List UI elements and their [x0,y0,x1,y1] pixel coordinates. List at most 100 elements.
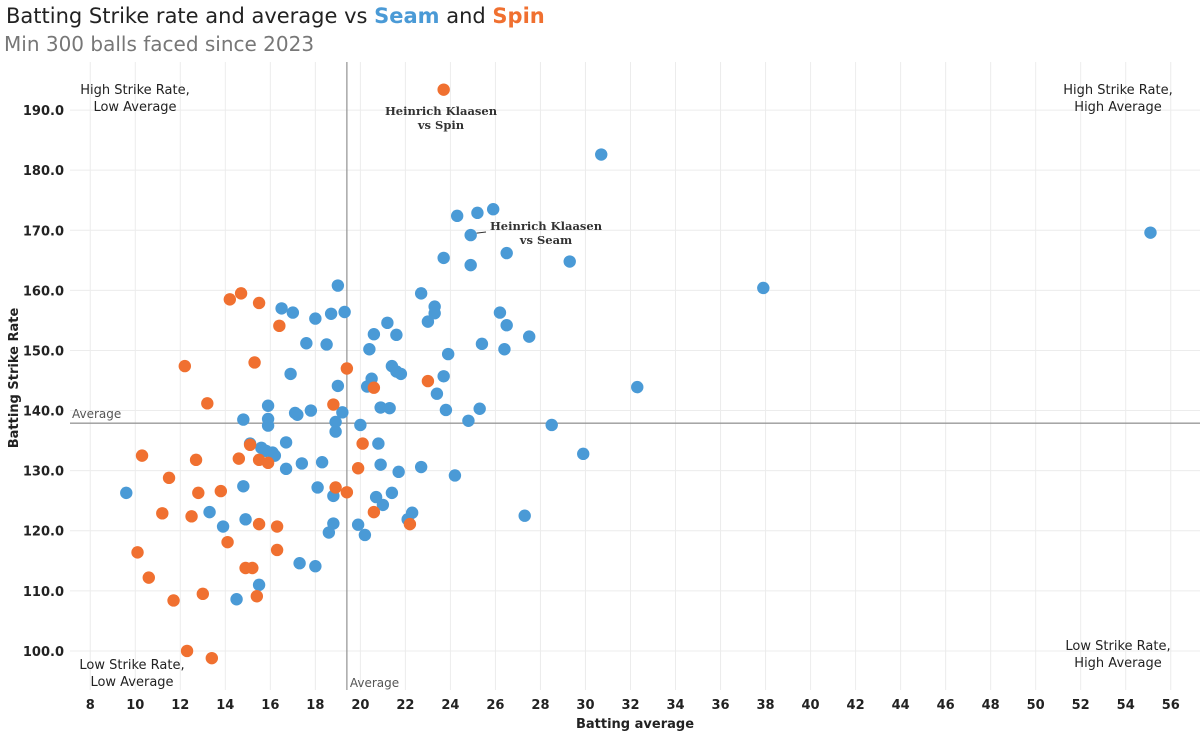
y-axis-title: Batting Strike Rate [7,308,22,449]
annotation-klaasen-spin: Heinrich Klaasen vs Spin [385,104,498,132]
x-tick-label: 44 [892,698,910,713]
spin-point [189,453,203,467]
x-tick-label: 48 [982,698,1000,713]
y-tick-label: 150.0 [23,344,64,359]
seam-point [471,206,484,220]
x-tick-label: 14 [216,698,234,713]
chart-subtitle: Min 300 balls faced since 2023 [4,32,315,56]
seam-point [475,337,489,351]
y-tick-label: 100.0 [23,645,64,660]
y-tick-label: 110.0 [23,585,64,600]
spin-point [270,520,284,533]
spin-point [167,594,180,607]
seam-point [473,402,486,415]
x-axis-title: Batting average [576,717,694,732]
y-tick-label: 190.0 [23,104,64,119]
seam-point [372,437,385,450]
annotation-klaasen-seam: Heinrich Klaasen vs Seam [490,219,603,247]
seam-point [291,408,304,421]
seam-point [414,460,428,474]
seam-point [354,418,367,432]
seam-point [304,404,318,417]
seam-point [336,406,349,419]
spin-point [162,471,176,485]
spin-point [185,510,198,523]
x-tick-label: 22 [396,698,414,713]
spin-point [214,484,228,498]
spin-point [261,456,275,470]
spin-point [437,83,450,96]
seam-point [448,469,462,482]
spin-point [421,374,435,388]
spin-point [180,644,194,658]
seam-point [261,399,275,412]
seam-point [237,413,250,426]
spin-point [205,651,219,665]
spin-point [252,296,266,310]
spin-point [232,452,246,465]
x-tick-label: 24 [441,698,459,713]
seam-point [351,518,365,531]
seam-point [261,419,275,432]
spin-point [273,319,286,333]
seam-point [230,593,243,606]
seam-point [331,279,345,292]
seam-point [367,328,381,341]
x-tick-label: 52 [1072,698,1090,713]
quadrant-label-bottom-left: Low Strike Rate, Low Average [79,658,184,690]
seam-point [309,560,322,573]
spin-point [135,449,149,462]
spin-point [131,546,144,559]
seam-point [441,347,455,361]
seam-point [327,517,340,530]
seam-point [414,287,428,300]
annotations-and-labels: High Strike Rate, Low Average High Strike … [79,83,1172,690]
spin-point [156,507,169,520]
seam-point [394,367,408,381]
spin-point [196,587,210,601]
spin-point [367,505,381,519]
spin-point [270,543,284,557]
seam-point [450,209,464,223]
x-tick-label: 50 [1027,698,1045,713]
spin-point [178,359,192,373]
seam-point [595,148,608,161]
x-tick-label: 42 [847,698,865,713]
y-tick-label: 130.0 [23,465,64,480]
seam-point [338,305,351,319]
seam-point [279,436,293,449]
seam-point [518,509,531,522]
seam-point [358,528,372,542]
seam-point [392,465,405,479]
spin-point [403,517,417,531]
seam-point [437,251,450,265]
quadrant-label-bottom-right: Low Strike Rate, High Average [1065,639,1170,671]
seam-point [462,414,475,427]
seam-point [284,367,297,381]
x-tick-label: 26 [486,698,504,713]
spin-point [340,486,354,499]
x-tick-label: 40 [802,698,820,713]
y-tick-label: 160.0 [23,284,64,299]
seam-point [311,481,324,494]
seam-point [421,315,435,328]
seam-point [493,306,507,319]
seam-point [631,380,644,394]
spin-point [351,462,365,475]
y-tick-label: 120.0 [23,525,64,540]
seam-point [437,370,450,383]
seam-point [252,578,266,592]
seam-point [405,506,419,519]
seam-point [383,401,396,415]
x-tick-label: 32 [621,698,639,713]
seam-point [239,513,252,526]
y-tick-label: 180.0 [23,164,64,179]
spin-point [221,535,234,549]
seam-point [381,316,394,330]
average-vertical-label: Average [350,676,399,690]
seam-point [486,203,500,216]
seam-point [320,338,333,351]
seam-point [563,255,576,268]
title-prefix: Batting Strike rate and average vs [6,4,375,28]
